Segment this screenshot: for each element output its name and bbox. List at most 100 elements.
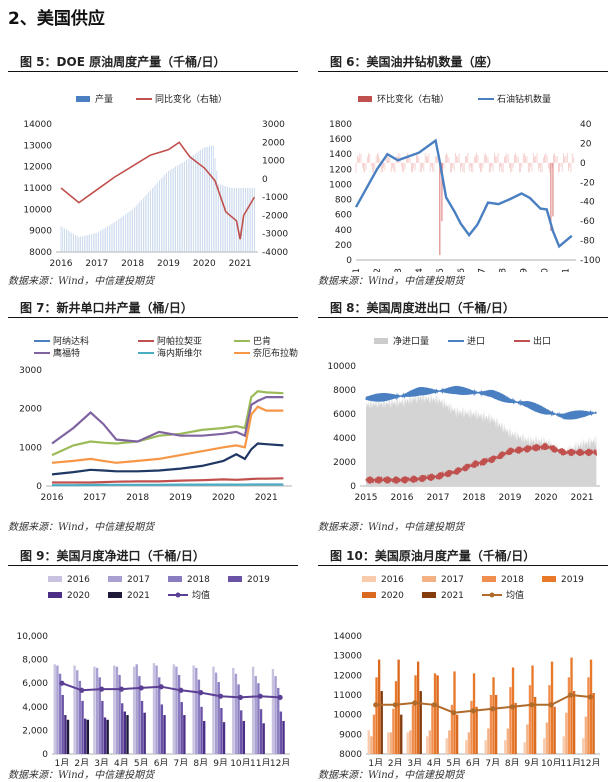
bar: [465, 740, 468, 754]
y-left-tick: 10000: [23, 205, 52, 215]
y-right-tick: -4000: [262, 248, 288, 258]
bar: [115, 666, 119, 754]
x-tick: 2019: [520, 268, 530, 272]
x-tick: 2019: [157, 259, 180, 269]
x-tick: 1月: [55, 758, 70, 766]
chart-title: 图 8：美国周度进出口（千桶/日）: [318, 298, 608, 318]
bar: [409, 730, 412, 754]
basin-line: [51, 442, 284, 476]
bar: [400, 714, 403, 754]
x-tick: 6月: [154, 758, 169, 766]
y-left-tick: 400: [335, 226, 352, 236]
bar: [138, 676, 141, 754]
bar: [183, 715, 186, 754]
average-marker: [548, 702, 554, 708]
x-tick: 10月: [541, 758, 561, 766]
x-tick: 2012: [373, 268, 383, 272]
bar: [582, 738, 585, 754]
y-tick: 13000: [333, 652, 362, 662]
average-marker: [277, 694, 283, 700]
y-tick: 4000: [333, 434, 356, 444]
y-right-tick: 20: [580, 139, 592, 149]
bar: [220, 707, 223, 754]
source-note: 数据来源：Wind，中信建投期货: [318, 522, 465, 533]
bar: [76, 670, 79, 754]
bar: [506, 728, 509, 754]
legend-basin-label: 奈厄布拉勒: [253, 347, 298, 359]
y-tick: 10000: [333, 711, 362, 721]
legend-year-swatch: [362, 592, 376, 598]
legend-avg-label: 均值: [192, 589, 210, 601]
bar: [257, 683, 260, 754]
y-left-tick: 1200: [329, 165, 352, 175]
legend-basin-label: 巴肯: [253, 335, 271, 347]
y-right-tick: -2000: [262, 211, 288, 221]
legend-production-swatch: [76, 96, 90, 102]
source-note: 数据来源：Wind，中信建投期货: [8, 276, 155, 287]
bar: [212, 666, 215, 754]
legend-year-label: 2016: [67, 575, 90, 585]
bar: [511, 667, 515, 754]
bar: [367, 730, 370, 754]
legend-year-swatch: [482, 576, 496, 582]
legend-year-swatch: [48, 576, 62, 582]
y-left-tick: 12000: [23, 163, 52, 173]
legend-basin-label: 海内斯维尔: [157, 347, 202, 359]
bar: [470, 700, 473, 754]
bar: [419, 691, 422, 754]
x-tick: 5月: [134, 758, 149, 766]
y-right-tick: 0: [262, 175, 268, 185]
legend-year-label: 2018: [187, 575, 210, 585]
chart-title: 图 10：美国原油月度产量（千桶/日）: [318, 546, 608, 566]
x-tick: 2018: [126, 493, 149, 503]
average-marker: [431, 702, 437, 708]
bar: [433, 673, 437, 754]
y-tick: 2,000: [22, 726, 48, 736]
basin-line: [52, 477, 284, 484]
bar: [416, 661, 420, 754]
y-tick: 10000: [327, 362, 356, 372]
legend-year-label: 2021: [127, 591, 150, 601]
bar: [475, 706, 478, 754]
x-tick: 2016: [41, 493, 64, 503]
y-right-tick: -60: [580, 217, 595, 227]
bar: [78, 680, 82, 754]
bar: [254, 676, 257, 754]
average-marker: [509, 704, 515, 710]
y-tick: 6,000: [22, 679, 48, 689]
bar: [572, 691, 576, 754]
y-tick: 1000: [19, 443, 42, 453]
export-line: [365, 442, 598, 484]
legend-production-label: 产量: [95, 93, 113, 105]
y-right-tick: -3000: [262, 230, 288, 240]
x-tick: 2020: [535, 493, 558, 503]
legend-mom-swatch: [358, 96, 372, 102]
y-left-tick: 1400: [329, 150, 352, 160]
x-tick: 2020: [212, 493, 235, 503]
bar: [195, 667, 198, 754]
bar: [66, 719, 70, 754]
chart-fig6: 环比变化（右轴） 石油钻机数量 1800 1600 1400 1200 1000 800 600…: [329, 93, 601, 272]
bar: [61, 695, 64, 754]
y-left-tick: 200: [335, 241, 352, 251]
bar: [242, 720, 246, 754]
legend-year-label: 2017: [441, 575, 464, 585]
net-import-area: [366, 391, 597, 486]
x-tick: 2017: [478, 268, 488, 272]
y-right-tick: 40: [580, 120, 592, 130]
average-marker: [451, 710, 457, 716]
average-marker: [118, 686, 125, 692]
bar: [562, 736, 565, 754]
bar: [56, 665, 59, 754]
bar: [155, 665, 158, 754]
bar: [370, 736, 373, 754]
bar: [484, 740, 487, 754]
x-tick: 2018: [499, 268, 509, 272]
legend-net-import-swatch: [374, 338, 388, 344]
bar: [279, 711, 283, 754]
bar: [118, 674, 121, 754]
bar: [372, 714, 376, 754]
y-right-tick: -100: [580, 256, 601, 266]
y-tick: 8,000: [22, 656, 48, 666]
